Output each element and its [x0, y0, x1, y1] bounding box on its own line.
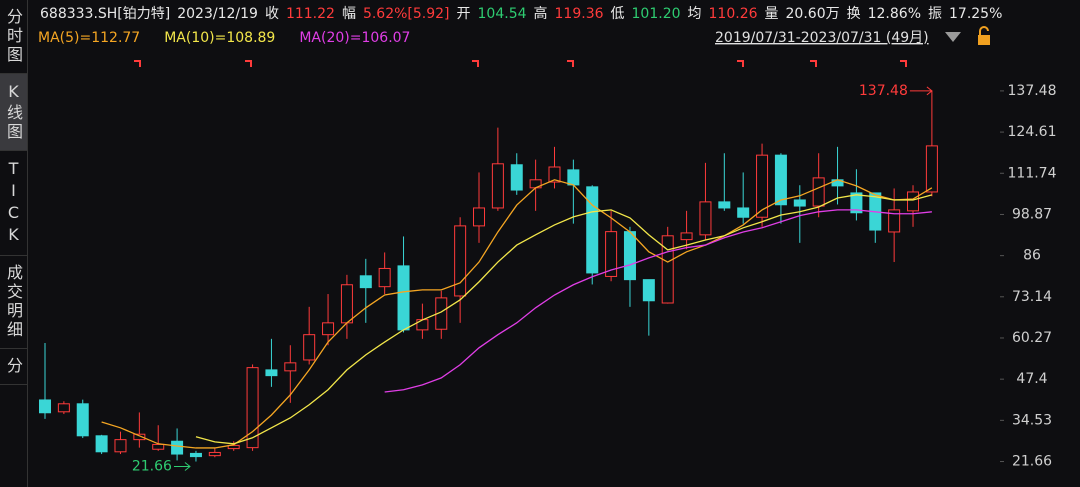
candle-body — [642, 279, 655, 302]
y-tick-label: 34.53 — [1012, 412, 1052, 428]
y-tick-label: 21.66 — [1012, 454, 1052, 470]
candle-body — [793, 199, 806, 207]
candle-body — [208, 451, 221, 457]
high-arrow — [909, 86, 933, 96]
candle-body — [284, 362, 297, 372]
lock-icon[interactable] — [978, 26, 990, 45]
candle-body — [303, 334, 316, 361]
low-annotation: 21.66 — [132, 459, 172, 475]
y-tick-label: 47.4 — [1016, 371, 1047, 387]
candle-body — [491, 163, 504, 209]
candle-body — [133, 433, 146, 441]
candle-body — [322, 322, 335, 336]
header-field: 5.62%[5.92] — [362, 6, 450, 22]
candle-body — [152, 443, 165, 450]
candle-body — [473, 207, 486, 227]
y-tick-label: 124.61 — [1008, 124, 1057, 140]
header-field: 104.54 — [477, 6, 527, 22]
dropdown-icon[interactable] — [945, 32, 961, 42]
ma-line — [384, 209, 932, 393]
header-field: 均 — [687, 6, 702, 22]
sidebar-tab[interactable]: 分 — [0, 349, 27, 385]
high-annotation: 137.48 — [859, 83, 908, 99]
header-field: 17.25% — [949, 6, 1003, 22]
range-label[interactable]: 2019/07/31-2023/07/31 (49月) — [715, 30, 929, 46]
header-field: 12.86% — [867, 6, 921, 22]
candle-body — [510, 164, 523, 191]
candle-body — [246, 367, 259, 449]
sidebar: 分时图 K线图 TICK 成交明细分 — [0, 0, 28, 487]
candle-body — [454, 225, 467, 297]
candle-body — [925, 145, 938, 193]
header-field: 幅 — [341, 6, 356, 22]
candle-body — [39, 399, 51, 414]
candle-body — [397, 265, 410, 331]
header-field: 收 — [264, 6, 279, 22]
candle-body — [416, 319, 429, 331]
candle-body — [888, 209, 901, 233]
candle-body — [567, 169, 580, 186]
legend-entry: MA(5)=112.77 — [38, 30, 140, 46]
candle-body — [718, 201, 731, 209]
y-tick-label: 86 — [1023, 248, 1041, 264]
candle-body — [586, 186, 599, 274]
y-tick-label: 98.87 — [1012, 206, 1052, 222]
y-tick-label: 137.48 — [1008, 83, 1057, 99]
header-field: 量 — [764, 6, 779, 22]
header-field: 119.36 — [554, 6, 604, 22]
sidebar-tab[interactable]: 分时图 — [0, 0, 27, 74]
candle-body — [378, 267, 391, 288]
candle-body — [359, 275, 372, 289]
candle-body — [435, 297, 448, 330]
header-field: 20.60万 — [785, 6, 840, 22]
candle-body — [605, 231, 618, 277]
candle-body — [756, 154, 769, 218]
ma-line — [101, 179, 933, 449]
candle-body — [774, 154, 787, 206]
header-field: 振 — [928, 6, 942, 22]
ma-line — [195, 194, 933, 445]
header-field: 111.22 — [285, 6, 335, 22]
legend-entry: MA(20)=106.07 — [299, 30, 410, 46]
header-field: 110.26 — [708, 6, 758, 22]
header-field: 高 — [533, 6, 548, 22]
candle-body — [548, 166, 561, 183]
sidebar-tab[interactable]: 成交明细 — [0, 256, 27, 349]
candle-body — [850, 192, 863, 214]
candle-body — [661, 235, 674, 304]
candle-body — [680, 232, 693, 241]
candle-body — [171, 440, 184, 455]
sidebar-tab[interactable]: TICK — [0, 151, 27, 256]
y-tick-label: 111.74 — [1008, 165, 1057, 181]
quote-header: 688333.SH[铂力特] 2023/12/19 收 111.22 幅 5.62%[5.… — [40, 3, 1009, 23]
header-field: 开 — [456, 6, 471, 22]
candle-body — [907, 191, 920, 212]
candle-body — [189, 452, 202, 458]
candle-body — [340, 284, 353, 324]
period-markers — [134, 60, 907, 67]
header-field: 688333.SH[铂力特] — [40, 6, 171, 22]
header-field: 2023/12/19 — [177, 6, 258, 22]
header-field: 换 — [846, 6, 861, 22]
candle-body — [699, 201, 712, 236]
header-field: 101.20 — [631, 6, 681, 22]
low-arrow — [173, 462, 191, 471]
candle-body — [95, 435, 108, 453]
header-field: 低 — [610, 6, 625, 22]
candle-body — [114, 439, 127, 453]
y-tick-label: 60.27 — [1012, 330, 1052, 346]
candle-body — [812, 177, 825, 207]
y-tick-label: 73.14 — [1012, 289, 1052, 305]
candle-body — [57, 403, 70, 413]
candle-body — [265, 369, 278, 377]
candle-body — [76, 403, 89, 437]
candle-body — [737, 207, 750, 218]
legend-entry: MA(10)=108.89 — [164, 30, 275, 46]
candle-body — [623, 231, 636, 281]
sidebar-tab[interactable]: K线图 — [0, 74, 27, 151]
